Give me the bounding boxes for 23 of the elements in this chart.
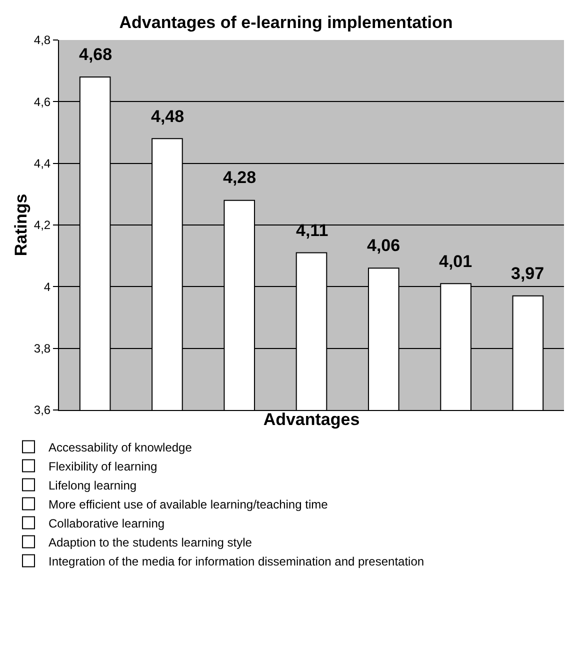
legend-label: Integration of the media for information dissemination and presentation (48, 554, 424, 568)
y-tick-label: 3,6 (34, 403, 51, 418)
y-axis-title: Ratings (11, 194, 30, 256)
y-tick-label: 4 (44, 280, 51, 294)
legend-label: Collaborative learning (48, 516, 165, 530)
legend-label: Flexibility of learning (48, 459, 158, 474)
y-tick-label: 4,6 (34, 94, 51, 109)
y-tick-label: 4,4 (34, 156, 51, 171)
y-tick-label: 4,8 (34, 33, 51, 48)
chart-title: Advantages of e-learning implementation (119, 13, 453, 32)
data-label: 4,01 (439, 252, 472, 271)
data-label: 3,97 (511, 264, 544, 283)
data-label: 4,06 (367, 236, 400, 255)
legend-label: Lifelong learning (48, 478, 137, 492)
y-tick-label: 3,8 (34, 342, 51, 356)
x-axis-title: Advantages (263, 410, 360, 429)
legend-label: More efficient use of available learning/teaching time (48, 497, 328, 512)
data-label: 4,68 (79, 45, 112, 64)
data-label: 4,28 (223, 168, 256, 187)
y-tick-label: 4,2 (34, 218, 51, 232)
legend-label: Accessability of knowledge (48, 440, 192, 454)
legend-label: Adaption to the students learning style (48, 535, 252, 550)
data-label: 4,48 (151, 107, 184, 126)
